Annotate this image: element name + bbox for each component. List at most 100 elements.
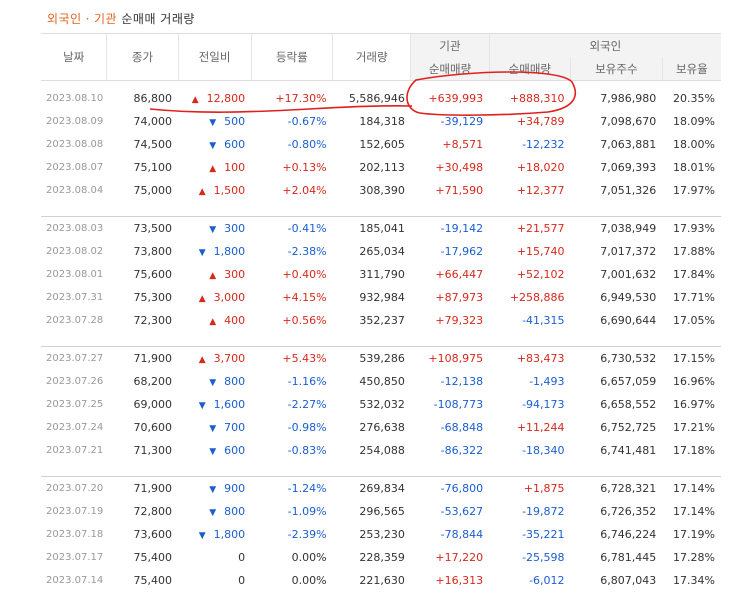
cell-date: 2023.08.01	[46, 269, 104, 280]
cell-change: ▼ 800	[178, 370, 251, 393]
table-row: 2023.08.07 75,100 ▲ 100 +0.13% 202,113 +30,498…	[41, 156, 721, 179]
cell-close: 72,800	[133, 505, 173, 518]
header-rate: 등락률	[250, 33, 333, 81]
table-row: 2023.07.19 72,800 ▼ 800 -1.09% 296,565 -53,627…	[41, 500, 721, 523]
cell-volume: 221,630	[359, 574, 405, 587]
cell-rate: -0.83%	[287, 444, 327, 457]
cell-inst: +108,975	[428, 352, 484, 365]
cell-held: 7,017,372	[600, 245, 657, 258]
cell-inst: +30,498	[435, 161, 484, 174]
header-change: 전일비	[177, 33, 252, 81]
cell-held: 7,001,632	[600, 268, 657, 281]
cell-change: ▲ 12,800	[178, 87, 251, 110]
table-row: 2023.07.26 68,200 ▼ 800 -1.16% 450,850 -12,138…	[41, 370, 721, 393]
cell-change: ▲ 100	[178, 156, 251, 179]
cell-rate: -0.67%	[287, 115, 327, 128]
cell-ratio: 17.14%	[673, 482, 715, 495]
down-arrow-icon: ▼	[209, 447, 217, 457]
cell-ratio: 17.05%	[673, 314, 715, 327]
cell-change: ▼ 500	[178, 110, 251, 133]
cell-foreign: +15,740	[516, 245, 565, 258]
cell-foreign: -19,872	[522, 505, 565, 518]
cell-inst: +639,993	[428, 92, 484, 105]
page-title: 외국인 · 기관 순매매 거래량	[47, 10, 195, 27]
cell-date: 2023.08.07	[46, 162, 104, 173]
change-value: 800	[224, 505, 246, 518]
cell-foreign: +83,473	[516, 352, 565, 365]
table-row: 2023.08.04 75,000 ▲ 1,500 +2.04% 308,390 +71,5…	[41, 179, 721, 202]
cell-date: 2023.08.09	[46, 116, 104, 127]
table-row: 2023.07.31 75,300 ▲ 3,000 +4.15% 932,984 +87,9…	[41, 286, 721, 309]
down-arrow-icon: ▼	[198, 248, 206, 258]
change-value: 1,800	[213, 528, 246, 541]
cell-date: 2023.08.02	[46, 246, 104, 257]
cell-date: 2023.07.27	[46, 353, 104, 364]
cell-change: 0	[238, 574, 246, 587]
cell-ratio: 17.34%	[673, 574, 715, 587]
cell-ratio: 17.28%	[673, 551, 715, 564]
cell-close: 75,400	[133, 551, 173, 564]
cell-ratio: 17.71%	[673, 291, 715, 304]
cell-inst: +8,571	[442, 138, 484, 151]
table-row: 2023.07.24 70,600 ▼ 700 -0.98% 276,638 -68,848…	[41, 416, 721, 439]
cell-inst: +66,447	[435, 268, 484, 281]
cell-ratio: 17.97%	[673, 184, 715, 197]
title-dot: ·	[85, 12, 90, 26]
table-row: 2023.07.27 71,900 ▲ 3,700 +5.43% 539,286 +108,…	[41, 347, 721, 370]
cell-inst: +16,313	[435, 574, 484, 587]
header-shares-held: 보유주수	[570, 57, 663, 81]
table-row: 2023.07.20 71,900 ▼ 900 -1.24% 269,834 -76,800…	[41, 477, 721, 500]
change-value: 1,800	[213, 245, 246, 258]
cell-change: ▼ 700	[178, 416, 251, 439]
cell-date: 2023.07.17	[46, 552, 104, 563]
cell-close: 75,100	[133, 161, 173, 174]
cell-rate: +0.40%	[282, 268, 327, 281]
cell-close: 73,600	[133, 528, 173, 541]
cell-volume: 311,790	[359, 268, 405, 281]
up-arrow-icon: ▲	[209, 164, 217, 174]
cell-rate: +5.43%	[282, 352, 327, 365]
cell-close: 72,300	[133, 314, 173, 327]
cell-inst: +79,323	[435, 314, 484, 327]
change-value: 1,500	[213, 184, 246, 197]
table-row: 2023.08.10 86,800 ▲ 12,800 +17.30% 5,586,946 +…	[41, 87, 721, 110]
header-close: 종가	[106, 33, 179, 81]
cell-change: ▲ 3,000	[178, 286, 251, 309]
cell-volume: 532,032	[359, 398, 405, 411]
up-arrow-icon: ▲	[198, 294, 206, 304]
cell-volume: 202,113	[359, 161, 405, 174]
cell-date: 2023.07.21	[46, 445, 104, 456]
table-row: 2023.08.01 75,600 ▲ 300 +0.40% 311,790 +66,447…	[41, 263, 721, 286]
cell-ratio: 18.00%	[673, 138, 715, 151]
cell-rate: -0.41%	[287, 222, 327, 235]
cell-inst: +87,973	[435, 291, 484, 304]
cell-held: 6,690,644	[600, 314, 657, 327]
change-value: 600	[224, 444, 246, 457]
cell-volume: 932,984	[359, 291, 405, 304]
cell-rate: -0.80%	[287, 138, 327, 151]
up-arrow-icon: ▲	[209, 317, 217, 327]
header-inst-net: 순매매량	[410, 57, 490, 81]
cell-foreign: +258,886	[509, 291, 565, 304]
cell-foreign: +888,310	[509, 92, 565, 105]
cell-change: 0	[238, 551, 246, 564]
cell-close: 73,500	[133, 222, 173, 235]
table-row: 2023.07.21 71,300 ▼ 600 -0.83% 254,088 -86,322…	[41, 439, 721, 462]
cell-ratio: 17.19%	[673, 528, 715, 541]
cell-rate: -0.98%	[287, 421, 327, 434]
cell-foreign: +18,020	[516, 161, 565, 174]
cell-held: 6,658,552	[600, 398, 657, 411]
cell-held: 6,726,352	[600, 505, 657, 518]
cell-close: 75,300	[133, 291, 173, 304]
cell-held: 7,063,881	[600, 138, 657, 151]
cell-inst: -17,962	[440, 245, 484, 258]
cell-date: 2023.07.18	[46, 529, 104, 540]
cell-held: 7,098,670	[600, 115, 657, 128]
cell-ratio: 17.18%	[673, 444, 715, 457]
cell-ratio: 17.21%	[673, 421, 715, 434]
down-arrow-icon: ▼	[209, 378, 217, 388]
table-row: 2023.08.03 73,500 ▼ 300 -0.41% 185,041 -19,142…	[41, 217, 721, 240]
cell-ratio: 17.93%	[673, 222, 715, 235]
table-row: 2023.07.18 73,600 ▼ 1,800 -2.39% 253,230 -78,8…	[41, 523, 721, 546]
cell-volume: 228,359	[359, 551, 405, 564]
